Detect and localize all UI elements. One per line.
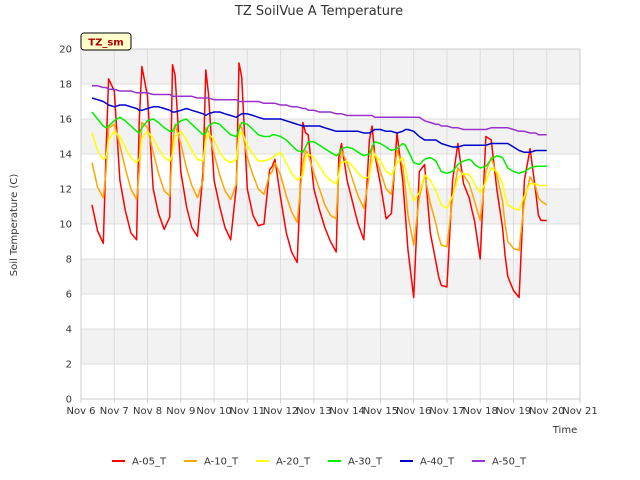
x-tick-label: Nov 14 — [329, 406, 364, 417]
x-tick-label: Nov 9 — [166, 406, 195, 417]
series-line-a-10-t — [91, 121, 548, 252]
y-tick-label: 2 — [66, 360, 72, 371]
plot-band — [81, 49, 580, 84]
y-tick-label: 4 — [66, 325, 72, 336]
x-tick-label: Nov 6 — [66, 406, 95, 417]
plot-band — [81, 294, 580, 329]
x-tick-label: Nov 21 — [562, 406, 597, 417]
x-tick-label: Nov 19 — [496, 406, 531, 417]
y-tick-label: 8 — [66, 255, 72, 266]
x-tick-label: Nov 10 — [196, 406, 231, 417]
site-label-box: TZ_sm — [80, 32, 132, 51]
plot-border — [80, 48, 581, 400]
legend-item-a-05-t: A-05_T — [112, 457, 167, 468]
plot-band — [81, 329, 580, 364]
x-tick-label: Nov 20 — [529, 406, 564, 417]
legend-item-a-40-t: A-40_T — [400, 457, 455, 468]
x-tick-label: Nov 16 — [396, 406, 431, 417]
series-line-a-30-t — [91, 111, 547, 175]
x-tick-label: Nov 7 — [100, 406, 129, 417]
series-line-a-50-t — [92, 85, 547, 136]
plot-band — [81, 189, 580, 224]
legend-item-a-20-t: A-20_T — [256, 457, 311, 468]
y-tick-label: 14 — [59, 150, 72, 161]
legend-label: A-40_T — [420, 457, 455, 468]
x-tick-label: Nov 11 — [230, 406, 265, 417]
x-tick-label: Nov 13 — [296, 406, 331, 417]
legend-item-a-10-t: A-10_T — [184, 457, 239, 468]
y-tick-label: 12 — [59, 185, 72, 196]
series-line-a-40-t — [91, 97, 547, 154]
x-tick-label: Nov 12 — [263, 406, 298, 417]
legend-item-a-50-t: A-50_T — [472, 457, 527, 468]
plot-band — [81, 84, 580, 119]
chart-title: TZ SoilVue A Temperature — [234, 4, 403, 19]
plot-band — [81, 259, 580, 294]
y-tick-label: 18 — [59, 80, 72, 91]
x-tick-label: Nov 15 — [363, 406, 398, 417]
y-axis-label: Soil Temperature (C) — [9, 174, 20, 277]
x-tick-label: Nov 8 — [133, 406, 162, 417]
y-tick-label: 16 — [59, 115, 72, 126]
y-tick-label: 20 — [59, 45, 72, 56]
legend-label: A-20_T — [276, 457, 311, 468]
site-label: TZ_sm — [88, 38, 123, 49]
legend-label: A-10_T — [204, 457, 239, 468]
y-axis-ticks: 0 2 4 6 8 10 12 14 16 18 20 — [59, 45, 72, 406]
series-line-a-05-t — [91, 62, 547, 299]
plot-band — [81, 119, 580, 154]
x-axis-label: Time — [552, 425, 577, 436]
series-layer — [91, 62, 548, 299]
x-tick-label: Nov 17 — [429, 406, 464, 417]
legend-label: A-30_T — [348, 457, 383, 468]
y-tick-label: 0 — [66, 395, 72, 406]
y-tick-label: 10 — [59, 220, 72, 231]
legend: A-05_T A-10_T A-20_T A-30_T A-40_T A-50_T — [112, 457, 527, 468]
plot-band — [81, 154, 580, 189]
y-tick-label: 6 — [66, 290, 72, 301]
series-line-a-20-t — [91, 130, 547, 211]
x-tick-label: Nov 18 — [462, 406, 497, 417]
legend-item-a-30-t: A-30_T — [328, 457, 383, 468]
site-label-background — [80, 32, 132, 51]
plot-band — [81, 364, 580, 399]
legend-label: A-50_T — [492, 457, 527, 468]
legend-label: A-05_T — [132, 457, 167, 468]
